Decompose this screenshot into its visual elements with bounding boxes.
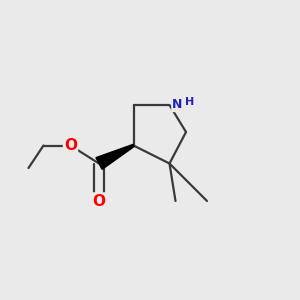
Polygon shape	[96, 144, 134, 169]
Text: N: N	[172, 98, 182, 112]
Text: O: O	[64, 138, 77, 153]
Text: O: O	[92, 194, 106, 208]
Text: H: H	[185, 97, 194, 107]
